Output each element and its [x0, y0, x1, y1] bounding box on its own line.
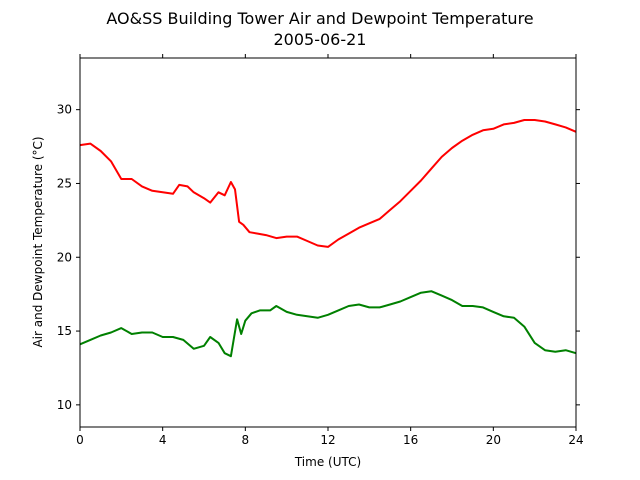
y-tick-label: 25	[57, 176, 72, 190]
plot-area	[79, 119, 577, 358]
series-line-1	[79, 119, 577, 248]
x-tick-label: 20	[486, 433, 501, 447]
y-tick-label: 15	[57, 324, 72, 338]
x-tick-label: 12	[320, 433, 335, 447]
axis-ticks: 0 4 8 12 16 20 24 10 15 20 25 30	[57, 54, 584, 447]
x-tick-label: 24	[568, 433, 583, 447]
axes-frame	[79, 57, 577, 428]
y-tick-label: 20	[57, 250, 72, 264]
x-tick-label: 0	[76, 433, 84, 447]
x-tick-label: 4	[159, 433, 167, 447]
x-axis-label: Time (UTC)	[294, 455, 361, 469]
chart-subtitle: 2005-06-21	[274, 30, 367, 49]
series-line-2	[79, 290, 577, 358]
x-tick-label: 16	[403, 433, 418, 447]
chart-title: AO&SS Building Tower Air and Dewpoint Te…	[106, 9, 533, 28]
x-tick-label: 8	[242, 433, 250, 447]
y-tick-label: 10	[57, 398, 72, 412]
y-tick-label: 30	[57, 103, 72, 117]
y-axis-label: Air and Dewpoint Temperature (°C)	[31, 136, 45, 347]
